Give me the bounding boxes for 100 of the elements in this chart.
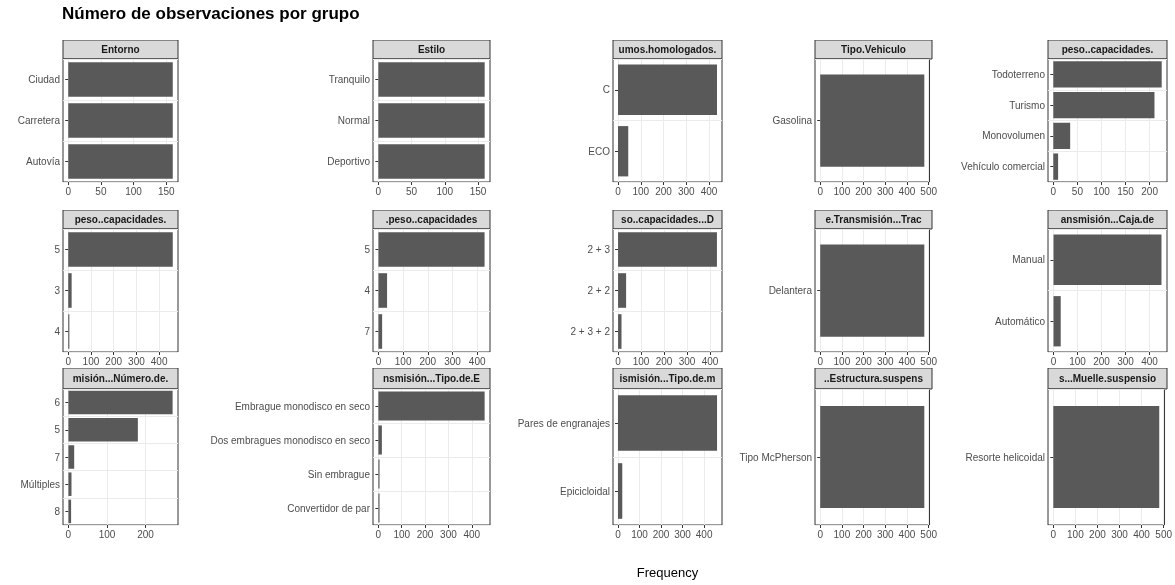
x-tick-label: 0 bbox=[615, 355, 622, 367]
bar bbox=[68, 418, 138, 442]
y-tick-label: Epicicloidal bbox=[559, 485, 610, 497]
x-tick-label: 0 bbox=[1050, 528, 1057, 540]
x-tick-label: 400 bbox=[898, 355, 916, 367]
x-tick-label: 100 bbox=[632, 185, 650, 197]
y-tick-label: 2 + 3 bbox=[587, 244, 611, 255]
chart-subtitle: misión...Número.de. bbox=[72, 373, 169, 384]
x-tick-label: 0 bbox=[1050, 185, 1057, 197]
chart-subtitle: Entorno bbox=[101, 44, 140, 55]
x-tick-label: 100 bbox=[98, 528, 116, 540]
y-tick-label: Convertidor de par bbox=[287, 502, 371, 514]
x-tick-label: 200 bbox=[137, 528, 155, 540]
x-tick-label: 0 bbox=[1050, 355, 1057, 367]
x-tick-label: 150 bbox=[157, 185, 176, 197]
x-tick-label: 100 bbox=[833, 185, 851, 197]
y-tick-label: Vehículo comercial bbox=[961, 161, 1045, 173]
x-tick-label: 100 bbox=[82, 355, 100, 367]
y-tick-label: Resorte helicoidal bbox=[965, 451, 1045, 463]
x-tick-label: 0 bbox=[615, 528, 622, 540]
x-tick-label: 50 bbox=[1071, 185, 1084, 197]
x-tick-label: 100 bbox=[1067, 528, 1085, 540]
bar bbox=[1053, 122, 1071, 150]
y-tick-label: Autovía bbox=[26, 156, 61, 167]
chart-subtitle: s...Muelle.suspensio bbox=[1058, 373, 1157, 384]
y-tick-label: Carretera bbox=[17, 115, 61, 126]
bar bbox=[68, 472, 72, 496]
chart-subtitle: ismisión...Tipo.de.m bbox=[619, 373, 716, 384]
x-tick-label: 400 bbox=[468, 355, 486, 367]
bar bbox=[378, 232, 485, 267]
x-tick-label: 0 bbox=[817, 528, 824, 540]
x-tick-label: 200 bbox=[1093, 355, 1111, 367]
x-tick-label: 200 bbox=[1089, 528, 1107, 540]
chart-subtitle: .peso..capacidades bbox=[385, 214, 478, 225]
x-tick-label: 200 bbox=[419, 355, 437, 367]
x-tick-label: 0 bbox=[817, 185, 824, 197]
x-axis-title: Frequency bbox=[636, 565, 699, 580]
x-tick-label: 200 bbox=[655, 185, 673, 197]
chart-subtitle: nsmisión...Tipo.de.E bbox=[382, 373, 481, 384]
chart-subtitle: Tipo.Vehiculo bbox=[841, 44, 906, 55]
x-tick-label: 300 bbox=[440, 528, 458, 540]
chart-subtitle: ansmisión...Caja.de bbox=[1060, 214, 1155, 225]
y-tick-label: 4 bbox=[364, 285, 371, 296]
bar bbox=[618, 232, 717, 267]
x-tick-label: 100 bbox=[833, 355, 851, 367]
x-tick-label: 500 bbox=[920, 185, 938, 197]
chart-subtitle: peso..capacidades. bbox=[74, 214, 167, 225]
bar bbox=[1053, 91, 1155, 119]
chart-subtitle: e.Transmisión...Trac bbox=[825, 214, 923, 225]
x-tick-label: 300 bbox=[1117, 355, 1135, 367]
y-tick-label: Normal bbox=[337, 115, 370, 126]
y-tick-label: Manual bbox=[1012, 254, 1045, 266]
y-tick-label: 5 bbox=[364, 244, 371, 255]
chart-subtitle: so..capacidades...D bbox=[621, 214, 714, 225]
y-tick-label: Todoterreno bbox=[991, 68, 1046, 80]
bar bbox=[68, 445, 75, 469]
bar bbox=[68, 499, 72, 524]
y-tick-label: Tranquilo bbox=[328, 74, 371, 85]
x-tick-label: 200 bbox=[655, 355, 673, 367]
x-tick-label: 100 bbox=[632, 355, 650, 367]
chart-subtitle: umos.homologados. bbox=[618, 44, 717, 55]
chart-subtitle: peso..capacidades. bbox=[1061, 44, 1154, 55]
x-tick-label: 200 bbox=[855, 185, 873, 197]
bar bbox=[378, 425, 382, 455]
y-tick-label: Embrague monodisco en seco bbox=[234, 400, 371, 412]
x-tick-label: 200 bbox=[416, 528, 434, 540]
y-tick-label: Pares de engranajes bbox=[517, 417, 610, 429]
x-tick-label: 200 bbox=[855, 528, 873, 540]
x-tick-label: 100 bbox=[394, 355, 412, 367]
x-tick-label: 500 bbox=[920, 528, 938, 540]
y-tick-label: Sin embrague bbox=[307, 468, 371, 480]
y-tick-label: 5 bbox=[54, 424, 61, 436]
y-tick-label: Gasolina bbox=[772, 115, 813, 126]
y-tick-label: 7 bbox=[54, 451, 61, 463]
y-tick-label: Ciudad bbox=[28, 74, 60, 85]
y-tick-label: 8 bbox=[54, 505, 61, 517]
x-tick-label: 300 bbox=[876, 528, 895, 540]
y-tick-label: ECO bbox=[588, 145, 611, 157]
bar bbox=[378, 273, 388, 308]
x-tick-label: 400 bbox=[695, 528, 713, 540]
y-tick-label: Turismo bbox=[1009, 99, 1046, 111]
x-tick-label: 0 bbox=[817, 355, 824, 367]
x-tick-label: 300 bbox=[444, 355, 462, 367]
y-tick-label: 2 + 2 bbox=[587, 285, 611, 296]
x-tick-label: 100 bbox=[631, 528, 649, 540]
y-tick-label: 5 bbox=[54, 244, 61, 255]
bar bbox=[378, 314, 383, 349]
x-tick-label: 400 bbox=[700, 185, 718, 197]
x-tick-label: 300 bbox=[128, 355, 146, 367]
x-tick-label: 500 bbox=[1155, 528, 1173, 540]
y-tick-label: Tipo McPherson bbox=[739, 451, 812, 463]
x-tick-label: 300 bbox=[678, 355, 696, 367]
x-tick-label: 300 bbox=[677, 185, 696, 197]
x-tick-label: 100 bbox=[1069, 355, 1087, 367]
x-tick-label: 200 bbox=[1141, 185, 1159, 197]
chart-title: Número de observaciones por grupo bbox=[62, 4, 360, 24]
x-tick-label: 400 bbox=[898, 528, 916, 540]
x-tick-label: 300 bbox=[1111, 528, 1129, 540]
bar bbox=[68, 232, 173, 267]
x-tick-label: 200 bbox=[652, 528, 670, 540]
